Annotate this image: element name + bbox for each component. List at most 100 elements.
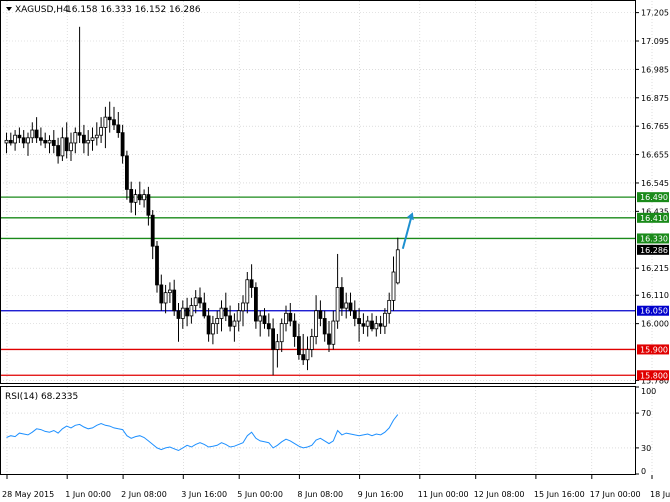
candle-body [82,134,86,144]
candle-body [69,142,73,152]
candle-body [348,302,353,312]
candle-body [266,323,271,330]
rsi-tick-label: 70 [641,409,651,418]
candle-body [271,328,276,350]
caret-down-icon[interactable] [6,7,12,11]
candle-body [47,139,52,144]
time-tick-label: 2 Jun 08:00 [121,490,167,499]
candle-body [357,318,362,325]
candle-body [103,116,108,128]
candle-body [189,305,194,317]
level-label-bg [637,344,669,355]
candle-body [382,312,387,327]
candle-body [198,297,202,304]
candle-body [107,116,112,121]
ohlc-values: 16.158 16.333 16.152 16.286 [66,5,201,15]
candle-body [331,320,336,345]
candle-body [8,139,13,144]
level-label: 16.330 [640,234,668,243]
rsi-panel-background [0,386,636,474]
price-tick-label: 16.000 [641,320,669,329]
time-tick-label: 5 Jun 00:00 [237,490,283,499]
price-tick-label: 16.545 [641,179,669,188]
candle-body [215,318,220,325]
candle-body [279,323,284,343]
rsi-label: RSI(14) 68.2335 [5,392,78,402]
rsi-tick-label: 100 [641,387,656,396]
arrow-shaft [401,214,413,250]
candle-body [150,214,155,247]
candle-body [176,310,181,319]
candlesticks [4,26,400,376]
candle-body [258,315,263,322]
candle-body [327,333,331,345]
candle-body [167,289,172,294]
level-label-bg [637,370,669,381]
candle-body [26,137,30,144]
candle-body [241,302,245,312]
candle-body [219,307,224,319]
price-axis: 17.205 17.095 16.985 16.875 16.765 16.655 16.5… [636,9,669,385]
candle-body [116,124,121,134]
header: XAGUSD,H4 16.158 16.333 16.152 16.286 [6,5,201,15]
time-tick-label: 12 Jun 08:00 [474,490,525,499]
candle-body [90,137,95,141]
candle-body [335,287,340,322]
candle-body [236,310,241,322]
time-tick-label: 15 Jun 16:00 [534,490,585,499]
time-tick-label: 11 Jun 00:00 [418,490,469,499]
candle-body [172,289,177,312]
main-panel-border [0,0,636,384]
price-tick-label: 16.215 [641,264,669,273]
arrow-annotation [401,212,414,250]
candle-body [99,127,103,136]
candle-body [155,245,159,286]
candle-body [275,341,280,350]
candle-body [365,320,370,327]
candle-body [159,284,164,304]
candle-body [245,279,250,304]
rsi-panel-border [0,386,636,475]
candle-body [193,297,198,306]
time-tick-label: 17 Jun 00:00 [590,490,641,499]
time-tick-label: 3 Jun 16:00 [181,490,227,499]
candle-body [387,300,392,314]
candle-body [4,139,9,144]
candle-body [206,315,211,335]
candle-body [13,134,18,144]
candle-body [309,336,314,350]
time-tick-label: 18 Jun 08:00 [650,490,670,499]
rsi-line [6,414,399,452]
candle-body [253,287,258,322]
price-tick-label: 17.095 [641,37,669,46]
level-label: 16.050 [640,307,668,316]
candle-body [146,194,151,216]
candle-body [378,323,383,327]
candle-body [77,132,82,136]
candle-body [39,137,43,141]
candle-body [125,155,129,190]
candle-body [43,139,48,144]
candle-body [60,137,65,157]
rsi-tick-label: 0 [641,467,646,476]
candle-body [301,354,306,361]
candle-body [185,307,190,317]
time-tick-label: 1 Jun 00:00 [65,490,111,499]
candle-body [305,349,310,361]
candle-body [137,194,142,201]
candle-body [292,320,297,337]
candle-body [30,129,35,139]
candle-body [284,312,288,325]
rsi-grid [0,387,653,474]
candle-body [51,139,56,146]
candle-body [210,323,215,335]
price-tick-label: 15.780 [641,376,669,385]
candle-body [112,119,116,126]
candle-body [21,137,26,144]
candle-body [344,302,349,309]
candle-body [318,310,323,319]
level-lines [0,196,636,376]
price-tick-label: 16.110 [641,291,669,300]
candle-body [64,137,69,152]
